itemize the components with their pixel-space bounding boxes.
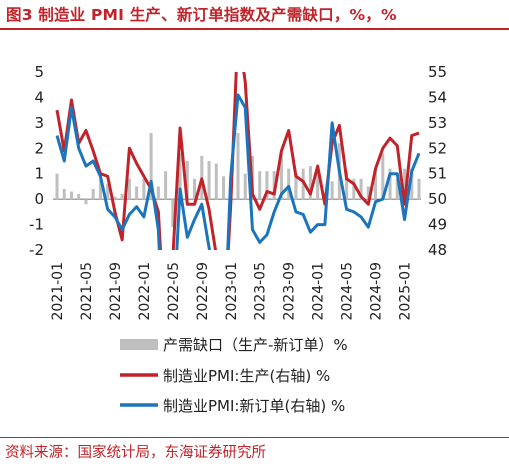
left-tick-label: -1 bbox=[29, 216, 44, 234]
gap-bar bbox=[388, 168, 392, 200]
x-tick-label: 2023-09 bbox=[282, 262, 298, 321]
gap-bar bbox=[279, 153, 283, 200]
gap-bar bbox=[127, 178, 131, 200]
legend-label-production: 制造业PMI:生产(右轴) % bbox=[163, 367, 330, 385]
gap-bar bbox=[69, 191, 74, 200]
gap-bar bbox=[402, 168, 407, 200]
gap-bar bbox=[193, 178, 197, 200]
gap-bar bbox=[381, 153, 385, 200]
gap-bar bbox=[156, 186, 160, 200]
gap-bar bbox=[316, 166, 320, 200]
x-tick-label: 2022-01 bbox=[137, 262, 153, 321]
gap-bar bbox=[366, 186, 370, 200]
left-axis-ticks: 5 4 3 2 1 0 -1 -2 bbox=[29, 63, 44, 259]
gap-bar bbox=[164, 171, 168, 200]
gap-bar bbox=[106, 183, 110, 200]
gap-bar bbox=[410, 168, 414, 200]
source-note: 资料来源：国家统计局，东海证券研究所 bbox=[5, 445, 266, 461]
legend-label-new-orders: 制造业PMI:新订单(右轴) % bbox=[163, 397, 345, 415]
gap-bar bbox=[171, 199, 175, 228]
gap-bar bbox=[113, 196, 117, 200]
right-tick-label: 55 bbox=[428, 63, 447, 81]
legend-swatch-bar bbox=[120, 339, 158, 350]
x-tick-label: 2023-01 bbox=[224, 262, 240, 321]
gap-bar bbox=[142, 178, 146, 200]
gap-bar bbox=[178, 153, 182, 200]
gap-bar bbox=[395, 178, 399, 200]
x-tick-label: 2024-09 bbox=[369, 262, 385, 321]
x-tick-label: 2022-09 bbox=[195, 262, 211, 321]
gap-bar bbox=[352, 178, 356, 200]
title-divider bbox=[0, 28, 509, 30]
gap-bar bbox=[149, 133, 153, 200]
right-axis-ticks: 55 54 53 52 51 50 49 48 bbox=[428, 63, 447, 259]
legend-label-gap: 产需缺口（生产-新订单）% bbox=[163, 336, 348, 354]
x-tick-label: 2025-01 bbox=[398, 262, 414, 321]
gap-bar bbox=[214, 163, 218, 200]
x-axis-ticks: 2021-01 2021-05 2021-09 2022-01 2022-05 2022-… bbox=[50, 262, 414, 321]
gap-bar bbox=[265, 171, 269, 200]
right-tick-label: 49 bbox=[428, 216, 447, 234]
gap-bar bbox=[236, 133, 240, 200]
gap-bar bbox=[77, 194, 81, 200]
gap-bar bbox=[308, 166, 312, 200]
left-tick-label: 4 bbox=[34, 88, 44, 106]
line-series bbox=[55, 72, 421, 250]
gap-bar bbox=[287, 168, 291, 200]
gap-bar bbox=[359, 178, 363, 200]
x-tick-label: 2021-01 bbox=[50, 262, 66, 321]
chart-title: 图3 制造业 PMI 生产、新订单指数及产需缺口，%，% bbox=[6, 6, 397, 24]
source-divider bbox=[0, 437, 509, 438]
gap-bar bbox=[91, 188, 95, 200]
left-tick-label: 0 bbox=[34, 190, 44, 208]
x-tick-label: 2024-05 bbox=[340, 262, 356, 321]
left-tick-label: 3 bbox=[34, 114, 44, 132]
x-tick-label: 2023-05 bbox=[253, 262, 269, 321]
gap-bar bbox=[374, 168, 378, 200]
right-tick-label: 50 bbox=[428, 190, 447, 208]
gap-bar bbox=[243, 173, 247, 200]
new-orders-line bbox=[55, 93, 421, 250]
x-tick-label: 2022-05 bbox=[166, 262, 182, 321]
gap-bar bbox=[185, 161, 189, 200]
gap-bar bbox=[294, 173, 298, 200]
gap-bar bbox=[417, 178, 421, 200]
gap-bar bbox=[135, 186, 139, 200]
gap-bar bbox=[120, 194, 124, 200]
left-tick-label: 1 bbox=[34, 165, 44, 183]
gap-bar bbox=[98, 178, 102, 200]
x-tick-label: 2024-01 bbox=[311, 262, 327, 321]
x-tick-label: 2021-09 bbox=[108, 262, 124, 321]
gap-bar bbox=[62, 188, 66, 200]
gap-bar bbox=[221, 176, 226, 200]
gap-bar bbox=[345, 171, 349, 200]
gap-bar bbox=[330, 181, 334, 200]
gap-bar bbox=[55, 173, 59, 200]
right-tick-label: 51 bbox=[428, 165, 447, 183]
right-tick-label: 53 bbox=[428, 114, 447, 132]
left-tick-label: 2 bbox=[34, 139, 44, 157]
gap-bar bbox=[207, 161, 211, 200]
gap-bar bbox=[84, 199, 88, 205]
legend: 产需缺口（生产-新订单）% 制造业PMI:生产(右轴) % 制造业PMI:新订单… bbox=[120, 336, 348, 415]
x-tick-label: 2021-05 bbox=[79, 262, 95, 321]
gap-bar bbox=[258, 171, 262, 200]
right-tick-label: 48 bbox=[428, 241, 447, 259]
left-tick-label: 5 bbox=[34, 63, 44, 81]
left-tick-label: -2 bbox=[29, 241, 44, 259]
right-tick-label: 52 bbox=[428, 139, 447, 157]
right-tick-label: 54 bbox=[428, 88, 447, 106]
